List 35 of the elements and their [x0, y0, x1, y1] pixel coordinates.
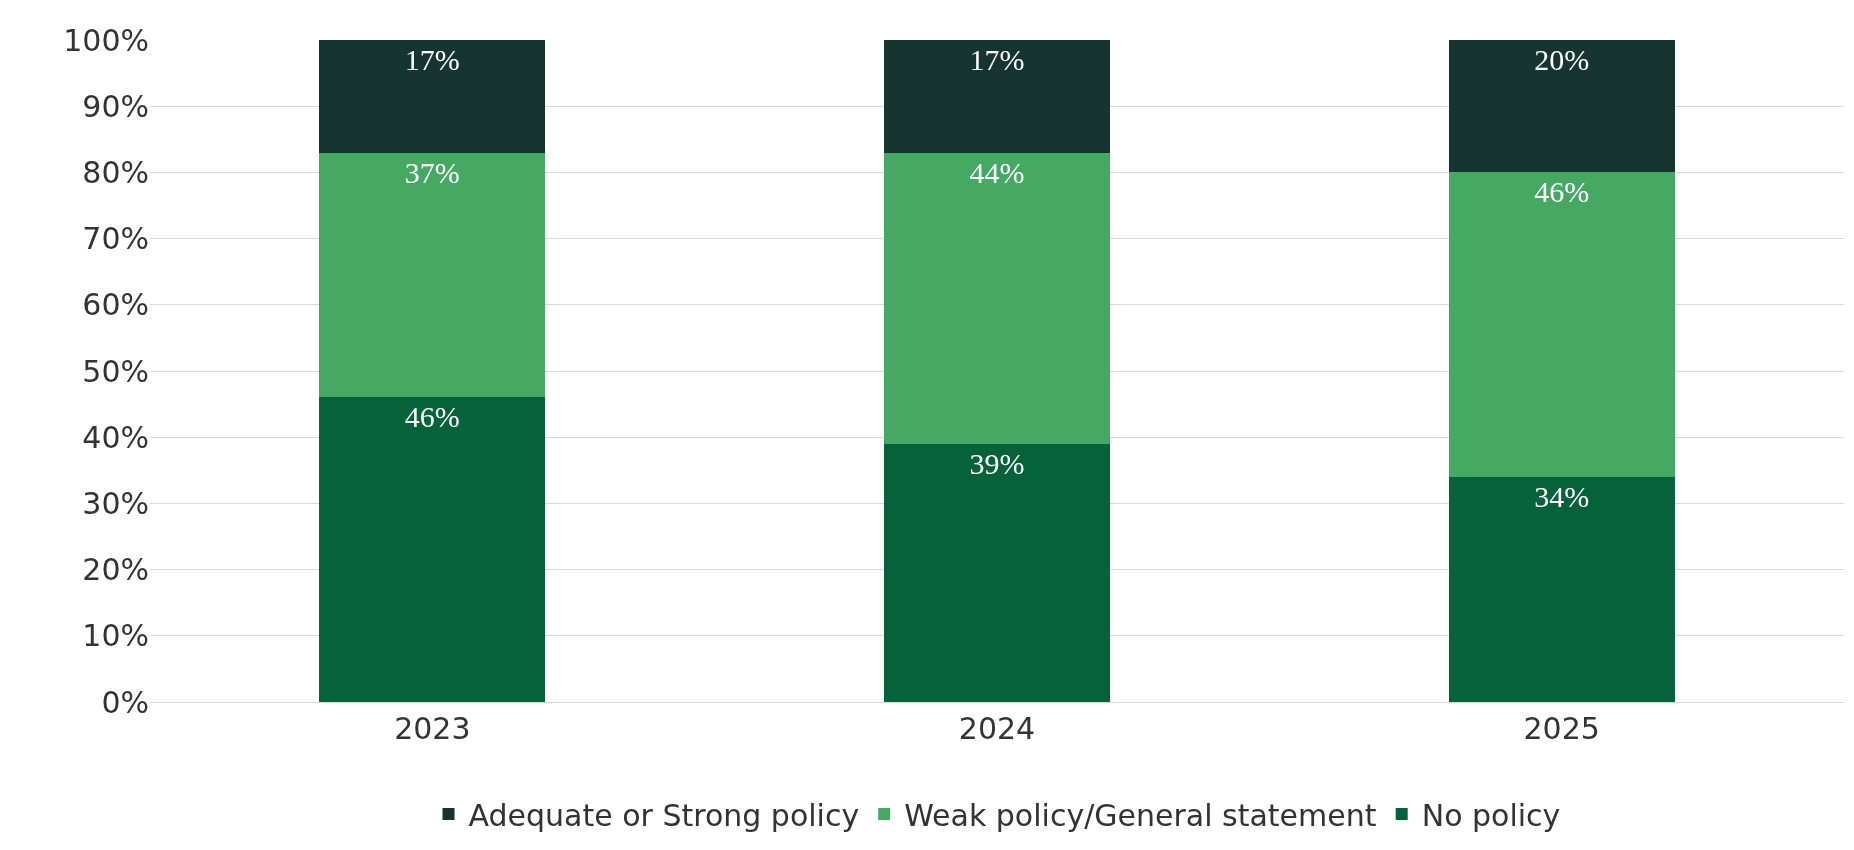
y-tick-label: 30%	[82, 485, 149, 521]
bar	[1448, 476, 1675, 702]
bar	[884, 443, 1110, 702]
legend-label: Weak policy/General statement	[904, 797, 1377, 833]
bar	[319, 40, 546, 153]
data-label: 17%	[404, 43, 460, 76]
data-label: 44%	[969, 155, 1025, 189]
data-label: 46%	[404, 400, 460, 434]
y-tick-label: 40%	[82, 419, 149, 455]
bar	[319, 152, 546, 398]
data-label: 34%	[1534, 479, 1590, 513]
bar	[884, 40, 1110, 153]
data-label: 17%	[969, 43, 1025, 76]
bar	[319, 397, 546, 702]
y-tick-label: 80%	[82, 154, 149, 190]
y-tick-label: 100%	[63, 22, 149, 58]
legend-label: No policy	[1421, 797, 1561, 833]
y-tick-label: 60%	[82, 287, 149, 323]
bar	[884, 152, 1110, 444]
data-label: 46%	[1534, 175, 1590, 209]
bar	[1448, 40, 1675, 173]
y-tick-label: 10%	[82, 618, 149, 654]
legend-label: Adequate or Strong policy	[468, 797, 860, 833]
x-tick-label: 2023	[394, 711, 471, 746]
data-label: 37%	[404, 155, 460, 189]
data-label: 39%	[969, 446, 1025, 480]
y-tick-label: 70%	[82, 221, 149, 257]
bar	[1448, 172, 1675, 477]
x-tick-label: 2025	[1523, 711, 1600, 746]
data-label: 20%	[1534, 43, 1590, 76]
y-tick-label: 0%	[101, 684, 149, 720]
x-tick-label: 2024	[958, 711, 1036, 746]
y-tick-label: 20%	[82, 552, 149, 588]
y-tick-label: 50%	[82, 353, 149, 389]
y-tick-label: 90%	[82, 88, 149, 124]
